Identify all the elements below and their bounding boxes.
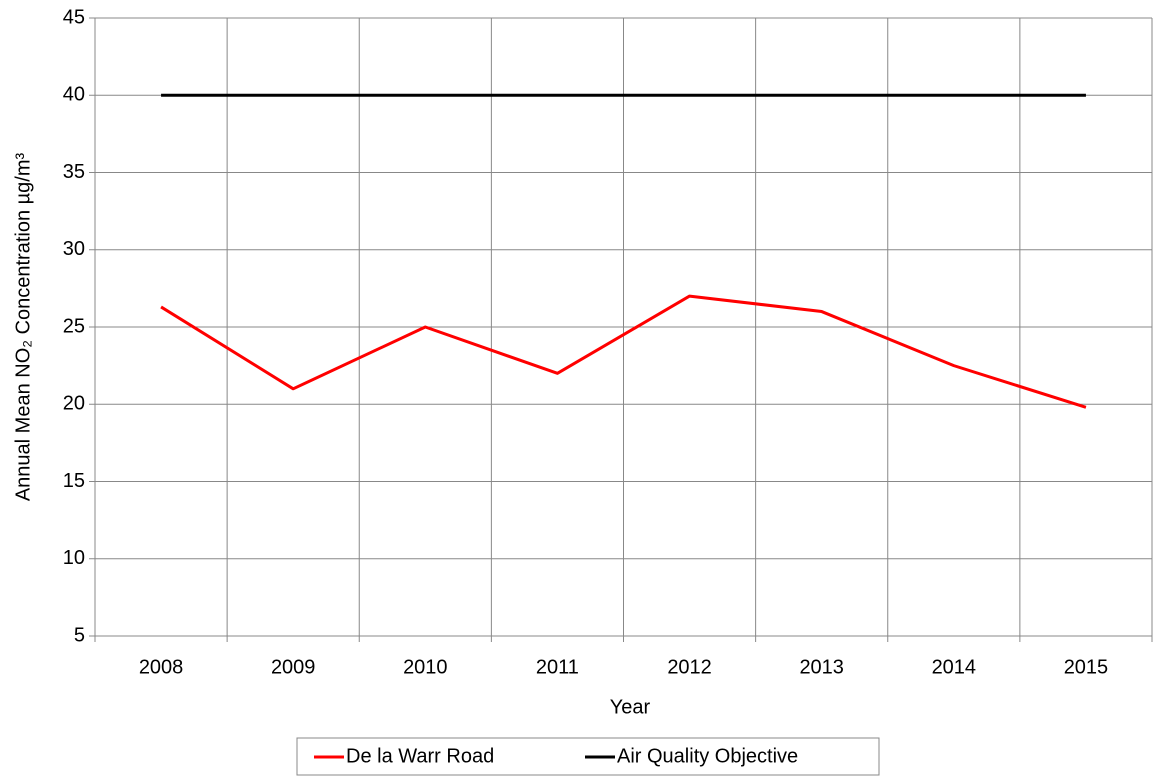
x-tick-label: 2015 (1064, 656, 1109, 678)
y-tick-label: 15 (63, 470, 85, 492)
y-tick-label: 25 (63, 315, 85, 337)
legend-label: Air Quality Objective (617, 745, 798, 767)
x-axis-label: Year (610, 696, 651, 718)
y-tick-label: 10 (63, 547, 85, 569)
y-tick-label: 20 (63, 393, 85, 415)
y-tick-label: 45 (63, 6, 85, 28)
x-tick-label: 2014 (932, 656, 977, 678)
y-tick-label: 40 (63, 84, 85, 106)
x-tick-label: 2010 (403, 656, 448, 678)
series-line (160, 294, 1087, 409)
x-tick-label: 2008 (139, 656, 184, 678)
x-tick-label: 2011 (536, 656, 579, 678)
legend-label: De la Warr Road (346, 745, 494, 767)
x-tick-label: 2009 (271, 656, 316, 678)
x-tick-label: 2013 (799, 656, 844, 678)
y-tick-label: 5 (74, 624, 85, 646)
y-tick-label: 35 (63, 161, 85, 183)
y-axis-label: Annual Mean NO₂ Concentration µg/m³ (12, 152, 34, 501)
y-tick-label: 30 (63, 238, 85, 260)
x-tick-label: 2012 (667, 656, 712, 678)
